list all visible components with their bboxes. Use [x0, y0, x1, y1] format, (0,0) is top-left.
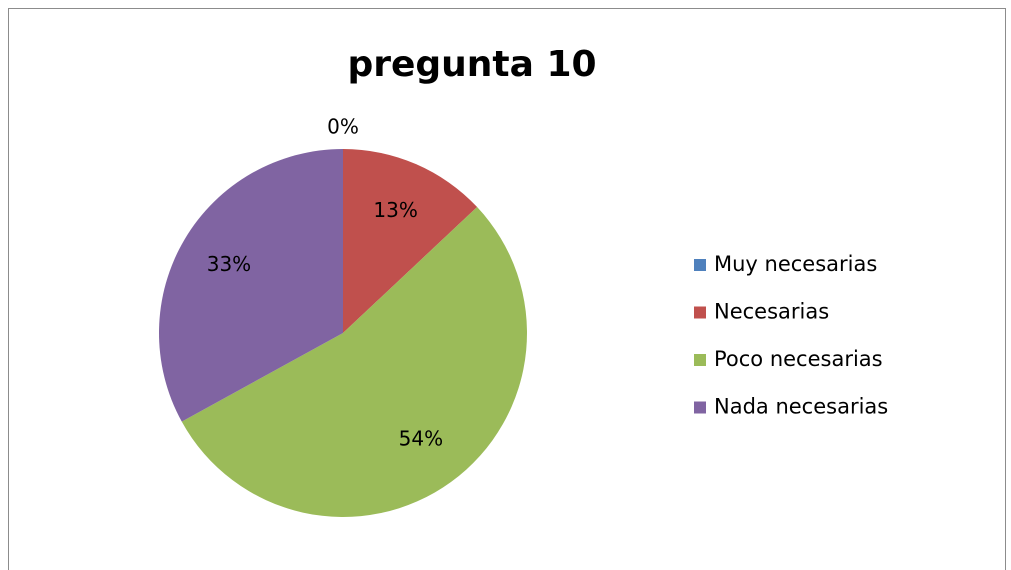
pie-slice: [158, 148, 343, 422]
legend-swatch: [694, 259, 706, 271]
chart-title: pregunta 10: [347, 44, 596, 85]
legend-label: Nada necesarias: [714, 395, 888, 419]
legend-label: Necesarias: [714, 300, 829, 324]
data-label: 54%: [399, 427, 443, 451]
legend-label: Muy necesarias: [714, 252, 877, 276]
legend-swatch: [694, 354, 706, 366]
pie-slice: [181, 207, 527, 517]
legend-label: Poco necesarias: [714, 347, 883, 371]
legend-swatch: [694, 401, 706, 414]
data-label: 0%: [327, 115, 359, 139]
legend-swatch: [694, 306, 706, 319]
data-label: 33%: [207, 252, 251, 276]
pie-slice: [343, 149, 478, 333]
data-label: 13%: [373, 198, 417, 222]
